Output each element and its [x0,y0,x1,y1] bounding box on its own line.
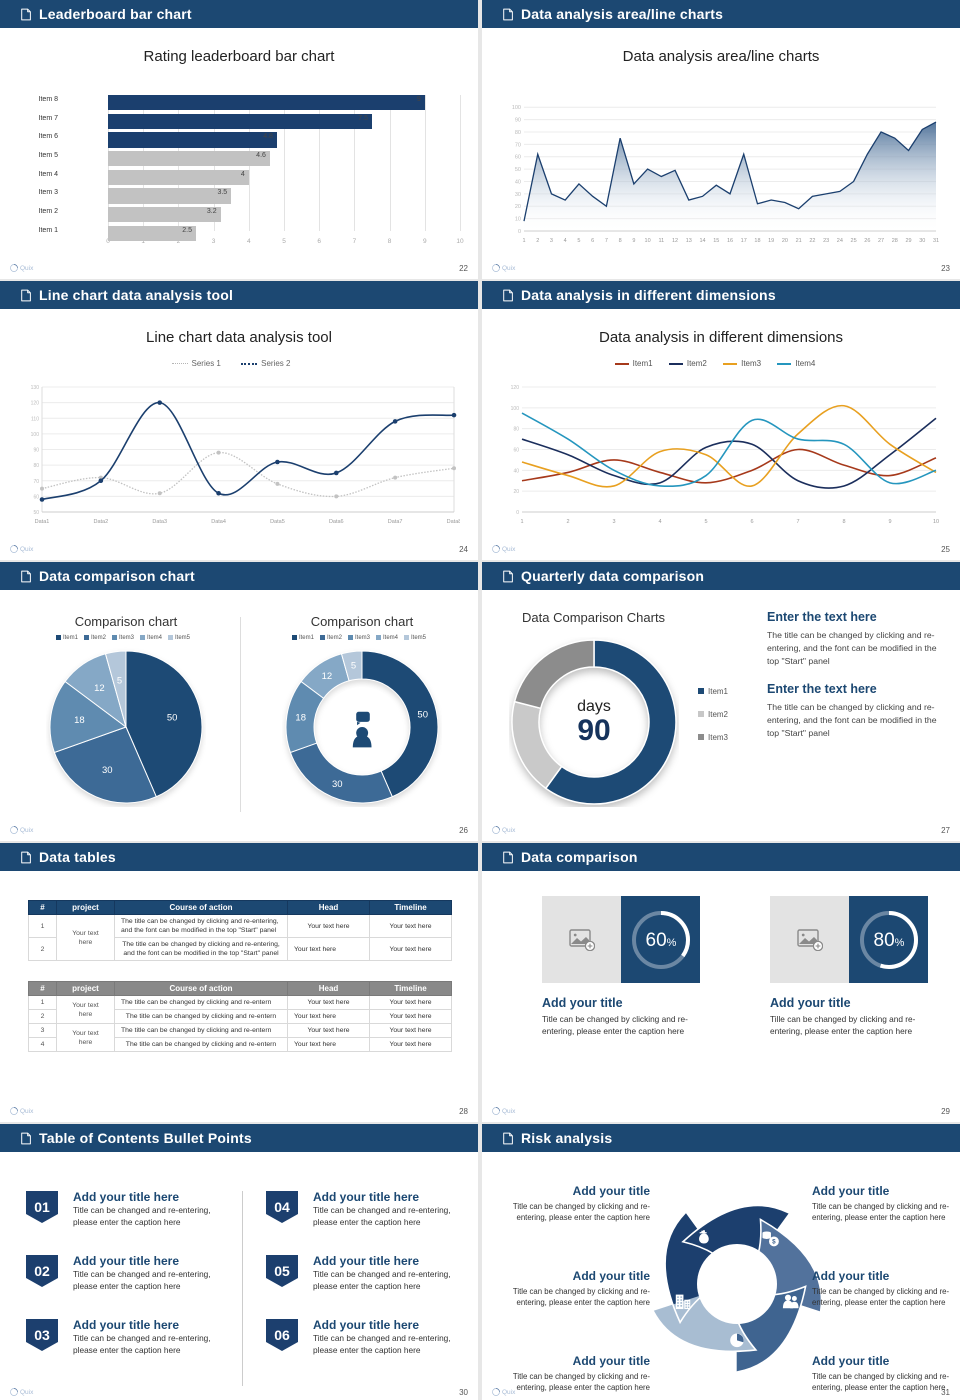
svg-text:12: 12 [94,683,105,694]
svg-text:17: 17 [741,238,747,244]
svg-text:Data8: Data8 [447,519,460,525]
svg-text:80: 80 [515,130,521,136]
svg-text:0: 0 [516,510,519,516]
svg-text:30: 30 [102,765,113,776]
svg-text:26: 26 [864,238,870,244]
svg-text:25: 25 [851,238,857,244]
svg-text:90: 90 [515,118,521,124]
svg-text:7: 7 [605,238,608,244]
svg-text:3: 3 [550,238,553,244]
svg-text:10: 10 [645,238,651,244]
svg-text:100: 100 [511,406,520,412]
svg-text:100: 100 [512,105,521,111]
svg-text:1: 1 [520,519,523,525]
svg-text:4: 4 [658,519,661,525]
svg-text:3: 3 [612,519,615,525]
svg-text:5: 5 [577,238,580,244]
svg-text:0: 0 [518,229,521,235]
svg-text:$: $ [772,1239,776,1246]
svg-text:5: 5 [117,675,122,686]
svg-text:70: 70 [33,479,39,485]
svg-text:Data3: Data3 [152,519,167,525]
svg-text:Data2: Data2 [94,519,109,525]
svg-text:60: 60 [33,494,39,500]
svg-text:70: 70 [515,142,521,148]
svg-text:18: 18 [74,715,85,726]
svg-text:Data1: Data1 [35,519,50,525]
svg-text:18: 18 [295,713,306,724]
svg-text:20: 20 [782,238,788,244]
svg-text:110: 110 [31,416,39,422]
svg-text:29: 29 [905,238,911,244]
svg-text:1: 1 [522,238,525,244]
svg-text:10: 10 [933,519,939,525]
svg-text:Data6: Data6 [329,519,344,525]
svg-text:30: 30 [515,192,521,198]
svg-text:80: 80 [513,427,519,433]
svg-text:21: 21 [796,238,802,244]
svg-text:16: 16 [727,238,733,244]
svg-text:10: 10 [515,217,521,223]
svg-text:12: 12 [322,671,333,682]
svg-text:50: 50 [167,712,178,723]
svg-text:120: 120 [31,401,40,407]
svg-text:50: 50 [515,167,521,173]
svg-text:12: 12 [672,238,678,244]
svg-text:40: 40 [515,179,521,185]
svg-text:6: 6 [591,238,594,244]
svg-text:8: 8 [619,238,622,244]
svg-text:14: 14 [699,238,705,244]
svg-text:60: 60 [513,448,519,454]
svg-text:4: 4 [564,238,567,244]
svg-text:23: 23 [823,238,829,244]
svg-text:60%: 60% [645,930,676,951]
svg-text:7: 7 [796,519,799,525]
svg-text:60: 60 [515,155,521,161]
svg-text:2: 2 [536,238,539,244]
svg-text:50: 50 [33,510,39,516]
svg-text:100: 100 [31,432,40,438]
svg-text:5: 5 [704,519,707,525]
svg-text:15: 15 [713,238,719,244]
svg-text:2: 2 [566,519,569,525]
svg-text:120: 120 [511,385,520,391]
svg-text:130: 130 [31,385,40,391]
svg-text:13: 13 [686,238,692,244]
svg-text:6: 6 [750,519,753,525]
svg-text:90: 90 [33,448,39,454]
svg-text:50: 50 [417,709,428,720]
svg-text:80: 80 [33,463,39,469]
svg-text:27: 27 [878,238,884,244]
svg-text:24: 24 [837,238,843,244]
svg-text:11: 11 [658,238,664,244]
svg-text:5: 5 [351,661,356,672]
svg-text:31: 31 [933,238,939,244]
svg-text:8: 8 [842,519,845,525]
svg-text:22: 22 [809,238,815,244]
svg-text:Data5: Data5 [270,519,285,525]
svg-text:28: 28 [892,238,898,244]
svg-text:30: 30 [332,779,343,790]
svg-text:Data4: Data4 [211,519,226,525]
svg-text:40: 40 [513,468,519,474]
svg-text:20: 20 [513,489,519,495]
svg-text:19: 19 [768,238,774,244]
svg-text:20: 20 [515,204,521,210]
svg-text:30: 30 [919,238,925,244]
svg-text:9: 9 [632,238,635,244]
svg-text:80%: 80% [873,930,904,951]
svg-text:18: 18 [754,238,760,244]
svg-text:9: 9 [888,519,891,525]
svg-text:Data7: Data7 [388,519,403,525]
